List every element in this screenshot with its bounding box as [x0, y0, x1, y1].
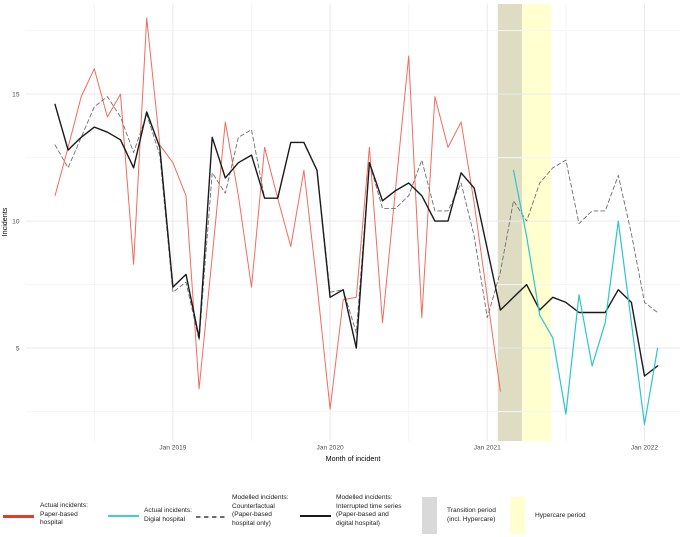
legend-label: Transition period (incl. Hypercare) [447, 507, 496, 523]
legend-label: Modelled incidents: Counterfactual (Pape… [232, 494, 289, 527]
y-tick-label: 5 [16, 346, 20, 353]
legend-label: Modelled incidents: Interrupted time ser… [336, 494, 402, 527]
legend-label: Actual incidents: Digial hospital [144, 507, 193, 523]
legend-label: Actual incidents: Paper-based hospital [40, 502, 89, 527]
x-axis-title: Month of incident [326, 454, 381, 463]
series-line-modelled-incidents-interrupted-time-series-paper-based-and-digital-hospital- [54, 103, 659, 377]
teal-line-swatch-icon [108, 515, 139, 518]
period-band-1 [522, 4, 551, 441]
legend-label: Hypercare period [535, 512, 586, 519]
x-tick-label: Jan 2022 [631, 445, 658, 452]
yellow-band-swatch-icon [510, 497, 525, 534]
x-tick-label: Jan 2021 [474, 445, 501, 452]
x-tick-label: Jan 2019 [159, 445, 186, 452]
red-line-swatch-icon [3, 515, 34, 518]
y-axis-title: Incidents [0, 207, 9, 236]
y-tick-label: 15 [12, 92, 20, 99]
x-tick-label: Jan 2020 [317, 445, 344, 452]
dashed-line-swatch-icon [196, 516, 227, 518]
y-tick-label: 10 [12, 219, 20, 226]
black-line-swatch-icon [300, 515, 331, 518]
series-line-actual-incidents-digial-hospital [512, 169, 659, 425]
series-line-modelled-incidents-counterfactual-paper-based-hospital-only- [54, 96, 659, 341]
gray-band-swatch-icon [422, 497, 437, 534]
